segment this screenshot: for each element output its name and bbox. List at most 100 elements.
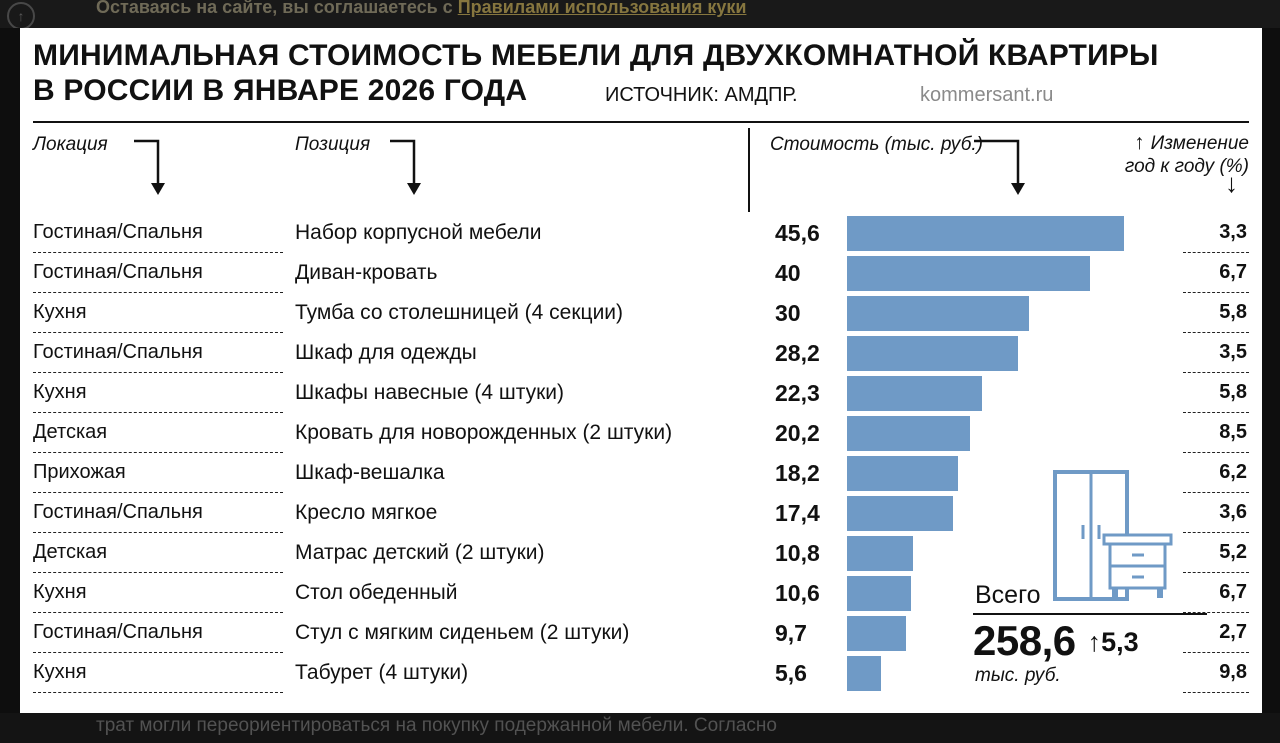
change-cell: 2,7 <box>1183 613 1249 653</box>
location-cell: Гостиная/Спальня <box>33 213 283 253</box>
value-cell: 40 <box>775 259 801 286</box>
value-bar <box>847 335 1019 371</box>
page-title-line1: МИНИМАЛЬНАЯ СТОИМОСТЬ МЕБЕЛИ ДЛЯ ДВУХКОМ… <box>33 39 1159 72</box>
item-cell: Шкаф для одежды <box>295 341 477 364</box>
value-bar <box>847 255 1090 291</box>
column-header-change: ↑ Изменение год к году (%) <box>1124 131 1249 177</box>
total-label: Всего <box>975 581 1041 609</box>
value-cell: 30 <box>775 299 801 326</box>
value-cell: 18,2 <box>775 459 820 486</box>
up-arrow-icon: ↑ <box>1134 131 1145 154</box>
table-row: Гостиная/Спальня Стул с мягким сиденьем (… <box>33 613 1249 653</box>
bar-cell <box>847 493 1183 533</box>
source-label: ИСТОЧНИК: АМДПР. <box>605 84 798 106</box>
furniture-icon <box>1053 470 1173 601</box>
value-bar <box>847 295 1030 331</box>
item-cell: Шкафы навесные (4 штуки) <box>295 381 564 404</box>
location-cell: Детская <box>33 533 283 573</box>
item-cell: Тумба со столешницей (4 секции) <box>295 301 624 324</box>
total-rule <box>973 613 1207 615</box>
cookie-policy-link[interactable]: Правилами использования куки <box>457 0 747 17</box>
change-cell: 9,8 <box>1183 653 1249 693</box>
total-value: 258,6 <box>973 617 1076 664</box>
change-cell: 6,7 <box>1183 253 1249 293</box>
location-cell: Детская <box>33 413 283 453</box>
value-bar <box>847 375 983 411</box>
value-bar <box>847 575 912 611</box>
total-change: ↑5,3 <box>1087 627 1139 657</box>
column-header-value: Стоимость (тыс. руб.) <box>770 134 983 155</box>
cookie-bar: ↑ Оставаясь на сайте, вы соглашаетесь с … <box>0 0 1280 28</box>
change-cell: 5,2 <box>1183 533 1249 573</box>
value-bar <box>847 535 913 571</box>
change-cell: 6,7 <box>1183 573 1249 613</box>
change-cell: 6,2 <box>1183 453 1249 493</box>
bar-cell <box>847 413 1183 453</box>
value-bar <box>847 615 906 651</box>
change-cell: 8,5 <box>1183 413 1249 453</box>
bar-cell <box>847 613 1183 653</box>
table-row: Детская Матрас детский (2 штуки) 10,8 5,2 <box>33 533 1249 573</box>
value-cell: 28,2 <box>775 339 820 366</box>
value-cell: 5,6 <box>775 659 807 686</box>
total-line: 258,6 ↑5,3 <box>973 619 1139 663</box>
location-cell: Кухня <box>33 573 283 613</box>
bar-cell <box>847 653 1183 693</box>
item-cell: Табурет (4 штуки) <box>295 661 469 684</box>
location-cell: Гостиная/Спальня <box>33 333 283 373</box>
elbow-arrow-icon <box>134 139 165 195</box>
bar-cell <box>847 333 1183 373</box>
item-cell: Диван-кровать <box>295 261 438 284</box>
table-row: Кухня Табурет (4 штуки) 5,6 9,8 <box>33 653 1249 693</box>
change-cell: 3,6 <box>1183 493 1249 533</box>
title-divider <box>33 121 1249 123</box>
value-cell: 17,4 <box>775 499 820 526</box>
location-cell: Гостиная/Спальня <box>33 613 283 653</box>
bar-cell <box>847 373 1183 413</box>
elbow-arrow-icon <box>390 139 421 195</box>
article-strip: трат могли переориентироваться на покупк… <box>0 713 1280 743</box>
item-cell: Кресло мягкое <box>295 501 438 524</box>
elbow-arrow-icon <box>974 139 1025 195</box>
value-bar <box>847 215 1124 251</box>
value-bar <box>847 415 970 451</box>
table-row: Кухня Шкафы навесные (4 штуки) 22,3 5,8 <box>33 373 1249 413</box>
table-row: Детская Кровать для новорожденных (2 штук… <box>33 413 1249 453</box>
table-row: Прихожая Шкаф-вешалка 18,2 6,2 <box>33 453 1249 493</box>
table-row: Кухня Тумба со столешницей (4 секции) 30 5,… <box>33 293 1249 333</box>
up-arrow-icon: ↑ <box>17 8 25 24</box>
site-label: kommersant.ru <box>920 84 1054 106</box>
table-row: Гостиная/Спальня Шкаф для одежды 28,2 3,5 <box>33 333 1249 373</box>
infographic-card: МИНИМАЛЬНАЯ СТОИМОСТЬ МЕБЕЛИ ДЛЯ ДВУХКОМ… <box>20 28 1262 713</box>
change-cell: 5,8 <box>1183 293 1249 333</box>
bar-cell <box>847 573 1183 613</box>
article-text: трат могли переориентироваться на покупк… <box>96 715 777 736</box>
scroll-top-button[interactable]: ↑ <box>7 2 35 28</box>
location-cell: Гостиная/Спальня <box>33 253 283 293</box>
header-separator-line <box>748 128 750 212</box>
table-row: Гостиная/Спальня Набор корпусной мебели 45… <box>33 213 1249 253</box>
item-cell: Стол обеденный <box>295 581 458 604</box>
value-bar <box>847 655 882 691</box>
value-bar <box>847 495 953 531</box>
change-cell: 3,5 <box>1183 333 1249 373</box>
value-cell: 9,7 <box>775 619 807 646</box>
location-cell: Прихожая <box>33 453 283 493</box>
value-bar <box>847 455 958 491</box>
total-unit: тыс. руб. <box>975 665 1061 686</box>
change-cell: 5,8 <box>1183 373 1249 413</box>
bar-cell <box>847 253 1183 293</box>
location-cell: Кухня <box>33 293 283 333</box>
cookie-text: Оставаясь на сайте, вы соглашаетесь с Пр… <box>96 0 746 18</box>
location-cell: Кухня <box>33 653 283 693</box>
bar-cell <box>847 533 1183 573</box>
column-header-item: Позиция <box>295 134 371 155</box>
value-cell: 22,3 <box>775 379 820 406</box>
column-header-location: Локация <box>33 134 108 155</box>
item-cell: Набор корпусной мебели <box>295 221 542 244</box>
value-cell: 10,6 <box>775 579 820 606</box>
bar-cell <box>847 213 1183 253</box>
page-title-line2: В РОССИИ В ЯНВАРЕ 2026 ГОДА <box>33 74 528 107</box>
table-row: Кухня Стол обеденный 10,6 6,7 <box>33 573 1249 613</box>
bar-cell <box>847 293 1183 333</box>
